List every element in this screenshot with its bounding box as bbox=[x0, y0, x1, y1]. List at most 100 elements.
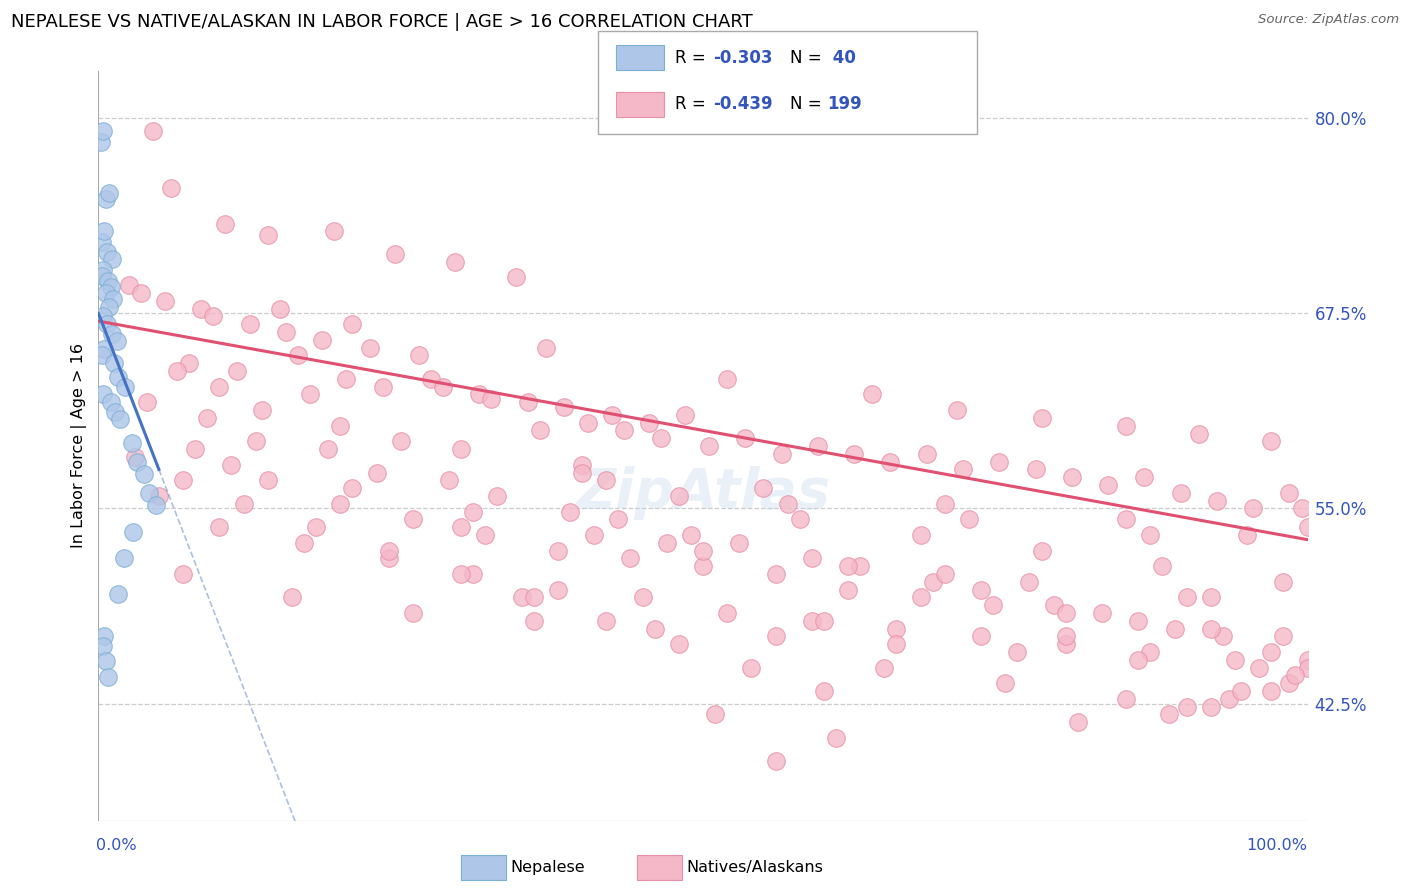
Point bbox=[1284, 668, 1306, 682]
Point bbox=[420, 372, 443, 386]
Point bbox=[486, 489, 509, 503]
Point bbox=[1199, 699, 1222, 714]
Point bbox=[232, 497, 254, 511]
Point bbox=[94, 654, 117, 669]
Point bbox=[1175, 591, 1198, 605]
Point bbox=[129, 286, 152, 301]
Point bbox=[697, 439, 720, 453]
Point bbox=[886, 637, 908, 651]
Point bbox=[673, 408, 696, 422]
Point bbox=[952, 462, 974, 476]
Point bbox=[408, 348, 430, 362]
Point bbox=[1067, 715, 1090, 730]
Point bbox=[166, 364, 188, 378]
Point bbox=[813, 614, 835, 628]
Point bbox=[571, 458, 593, 472]
Point bbox=[1170, 485, 1192, 500]
Point bbox=[1212, 630, 1234, 644]
Point bbox=[148, 489, 170, 503]
Point bbox=[1025, 462, 1047, 476]
Point bbox=[138, 485, 160, 500]
Point bbox=[104, 404, 127, 418]
Point bbox=[644, 622, 666, 636]
Text: N =: N = bbox=[790, 49, 827, 67]
Point bbox=[112, 551, 135, 566]
Point bbox=[474, 528, 496, 542]
Point bbox=[389, 434, 412, 449]
Point bbox=[100, 326, 122, 341]
Point bbox=[1031, 410, 1053, 425]
Point bbox=[329, 418, 352, 433]
Point bbox=[1115, 692, 1137, 706]
Point bbox=[124, 450, 146, 464]
Point bbox=[837, 582, 859, 597]
Text: 199: 199 bbox=[827, 95, 862, 113]
Point bbox=[910, 528, 932, 542]
Point bbox=[813, 684, 835, 698]
Point bbox=[1054, 637, 1077, 651]
Point bbox=[1007, 645, 1029, 659]
Point bbox=[879, 454, 901, 469]
Point bbox=[668, 637, 690, 651]
Point bbox=[970, 630, 993, 644]
Text: Natives/Alaskans: Natives/Alaskans bbox=[686, 860, 823, 874]
Point bbox=[1091, 606, 1114, 620]
Point bbox=[765, 630, 787, 644]
Point bbox=[105, 334, 128, 349]
Point bbox=[1054, 630, 1077, 644]
Text: NEPALESE VS NATIVE/ALASKAN IN LABOR FORCE | AGE > 16 CORRELATION CHART: NEPALESE VS NATIVE/ALASKAN IN LABOR FORC… bbox=[11, 13, 754, 31]
Point bbox=[668, 489, 690, 503]
Point bbox=[934, 497, 956, 511]
Point bbox=[1272, 574, 1295, 589]
Point bbox=[342, 318, 364, 332]
Point bbox=[239, 318, 262, 332]
Text: 100.0%: 100.0% bbox=[1247, 838, 1308, 853]
Point bbox=[91, 262, 114, 277]
Point bbox=[226, 364, 249, 378]
Point bbox=[981, 599, 1004, 613]
Point bbox=[1260, 434, 1282, 449]
Point bbox=[145, 498, 167, 512]
Point bbox=[122, 524, 145, 539]
Y-axis label: In Labor Force | Age > 16: In Labor Force | Age > 16 bbox=[72, 343, 87, 549]
Point bbox=[245, 434, 267, 449]
Point bbox=[553, 400, 575, 414]
Point bbox=[172, 473, 194, 487]
Point bbox=[1054, 606, 1077, 620]
Text: Nepalese: Nepalese bbox=[510, 860, 585, 874]
Point bbox=[650, 431, 672, 445]
Point bbox=[1031, 543, 1053, 558]
Point bbox=[450, 442, 472, 457]
Point bbox=[437, 473, 460, 487]
Point bbox=[800, 551, 823, 566]
Point bbox=[97, 274, 120, 288]
Point bbox=[1223, 653, 1246, 667]
Point bbox=[1260, 645, 1282, 659]
Point bbox=[807, 439, 830, 453]
Point bbox=[1249, 660, 1271, 674]
Point bbox=[402, 512, 425, 526]
Point bbox=[450, 520, 472, 534]
Point bbox=[1272, 630, 1295, 644]
Text: 0.0%: 0.0% bbox=[96, 838, 136, 853]
Point bbox=[637, 416, 659, 430]
Point bbox=[1236, 528, 1258, 542]
Point bbox=[96, 318, 118, 332]
Point bbox=[108, 412, 131, 426]
Point bbox=[765, 567, 787, 582]
Point bbox=[510, 591, 533, 605]
Point bbox=[208, 520, 231, 534]
Point bbox=[91, 124, 114, 138]
Point bbox=[1115, 512, 1137, 526]
Point bbox=[316, 442, 339, 457]
Point bbox=[384, 247, 406, 261]
Point bbox=[523, 591, 546, 605]
Point bbox=[432, 380, 454, 394]
Point bbox=[342, 481, 364, 495]
Point bbox=[800, 614, 823, 628]
Point bbox=[716, 606, 738, 620]
Point bbox=[595, 614, 617, 628]
Point bbox=[970, 582, 993, 597]
Point bbox=[1296, 660, 1319, 674]
Point bbox=[91, 387, 114, 401]
